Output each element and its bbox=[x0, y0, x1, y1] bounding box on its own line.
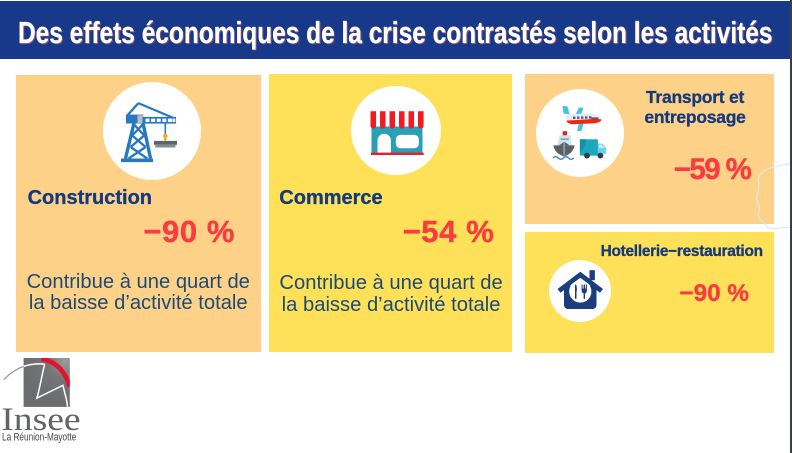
svg-text:La Réunion-Mayotte: La Réunion-Mayotte bbox=[2, 431, 76, 443]
svg-text:Insee: Insee bbox=[1, 400, 80, 437]
